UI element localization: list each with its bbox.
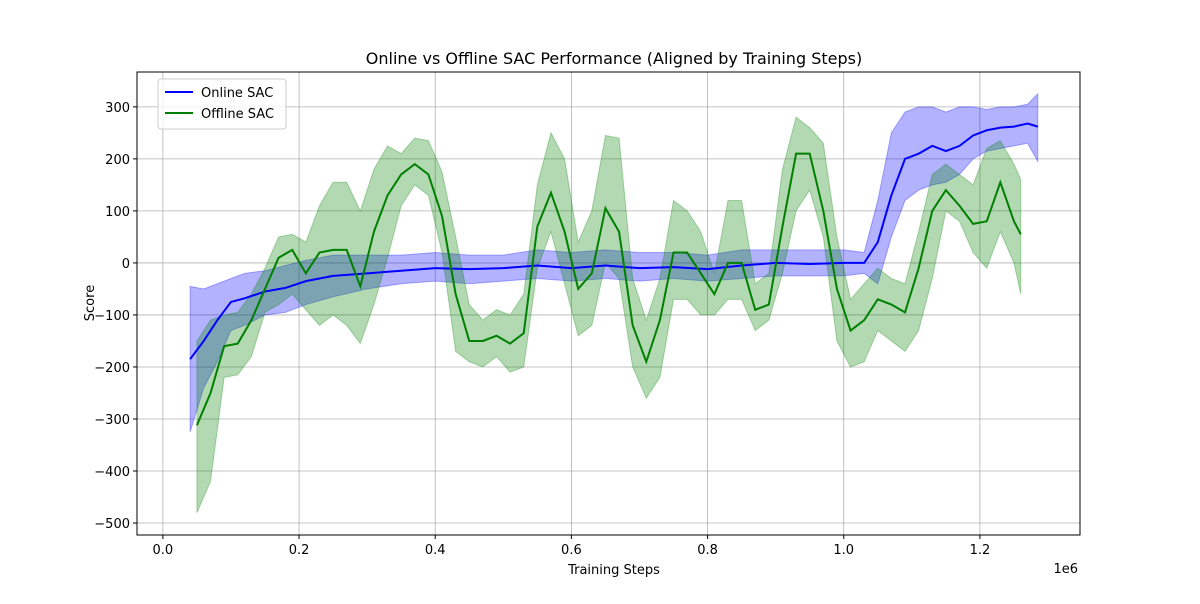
y-tick-label: 100 (105, 205, 130, 220)
x-offset-label: 1e6 (1053, 562, 1078, 577)
y-tick-label: −500 (94, 517, 130, 532)
y-tick-label: −100 (94, 309, 130, 324)
confidence-band (189, 92, 1039, 433)
y-tick-label: 200 (105, 153, 130, 168)
y-tick-label: −400 (94, 465, 130, 480)
y-axis-label: Score (83, 285, 98, 321)
x-axis-label: Training Steps (567, 563, 660, 578)
x-tick-label: 0.0 (153, 543, 174, 558)
line (195, 152, 1022, 426)
confidence-band (196, 116, 1022, 513)
y-tick-label: −300 (94, 413, 130, 428)
y-tick-label: −200 (94, 361, 130, 376)
plot-frame (136, 71, 1081, 536)
legend-label: Online SAC (201, 86, 273, 101)
x-tick-label: 1.0 (833, 543, 854, 558)
x-tick-label: 1.2 (970, 543, 991, 558)
x-tick-label: 0.2 (289, 543, 310, 558)
line (189, 122, 1039, 360)
legend-label: Offline SAC (201, 107, 274, 122)
y-tick-label: 300 (105, 101, 130, 116)
x-tick-label: 0.8 (697, 543, 718, 558)
chart-title: Online vs Offline SAC Performance (Align… (366, 49, 862, 68)
x-tick-label: 0.6 (561, 543, 582, 558)
x-tick-label: 0.4 (425, 543, 446, 558)
y-tick-label: 0 (122, 257, 130, 272)
